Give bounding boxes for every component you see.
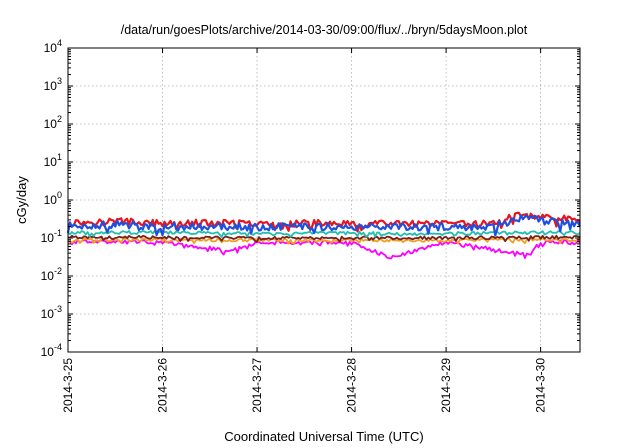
y-tick-label: 101 bbox=[44, 152, 62, 169]
grid bbox=[68, 48, 580, 352]
y-tick-label: 103 bbox=[44, 76, 62, 93]
x-tick-label: 2014-3-26 bbox=[156, 358, 170, 413]
y-tick-label: 10-2 bbox=[41, 266, 62, 283]
x-tick-label: 2014-3-29 bbox=[439, 358, 453, 413]
y-tick-label: 10-4 bbox=[41, 342, 62, 359]
x-axis-label: Coordinated Universal Time (UTC) bbox=[224, 429, 423, 444]
x-tick-label: 2014-3-30 bbox=[534, 358, 548, 413]
y-tick-label: 10-3 bbox=[41, 304, 62, 321]
series-line-6 bbox=[67, 238, 581, 260]
series-layer bbox=[66, 211, 581, 260]
x-axis: 2014-3-25 2014-3-26 2014-3-27 2014-3-28 2014… bbox=[61, 48, 548, 413]
x-tick-label: 2014-3-27 bbox=[250, 358, 264, 413]
x-tick-label: 2014-3-25 bbox=[61, 358, 75, 413]
x-tick-label: 2014-3-28 bbox=[345, 358, 359, 413]
y-tick-label: 102 bbox=[44, 114, 62, 131]
y-tick-label: 104 bbox=[44, 38, 62, 55]
series-line-4 bbox=[67, 234, 581, 243]
series-line-1 bbox=[67, 211, 581, 233]
series-line-2 bbox=[66, 214, 581, 237]
y-tick-label: 10-1 bbox=[41, 228, 62, 245]
y-axis-label: cGy/day bbox=[14, 176, 29, 224]
y-tick-label: 100 bbox=[44, 190, 62, 207]
series-line-5 bbox=[67, 237, 581, 245]
chart-title: /data/run/goesPlots/archive/2014-03-30/0… bbox=[121, 23, 528, 37]
y-axis: 10-4 10-3 10-2 10-1 100 101 102 103 104 bbox=[41, 38, 580, 359]
